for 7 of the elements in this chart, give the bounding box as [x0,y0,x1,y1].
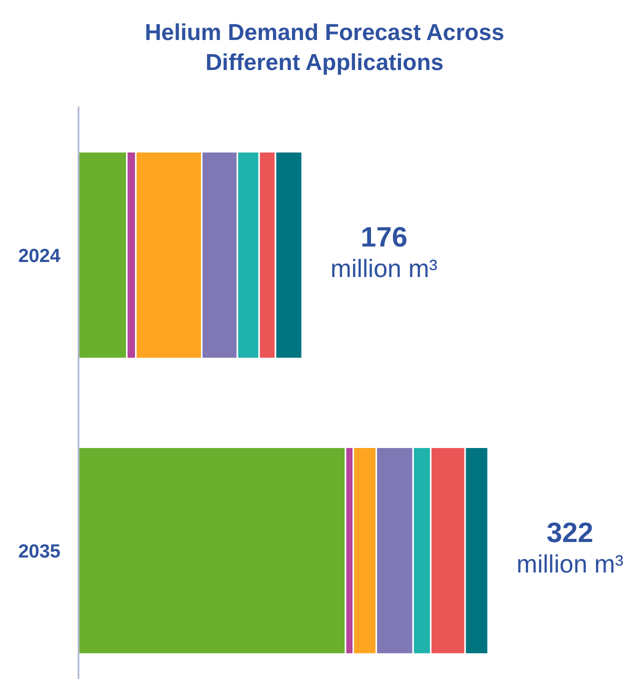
y-tick-label: 2024 [18,246,61,268]
chart-title: Helium Demand Forecast Across Different Applications [144,18,504,77]
text: 322 [546,516,594,548]
text: million m³ [516,550,624,579]
y-tick-label: 2035 [18,542,61,563]
annotation: million m³ [330,255,438,284]
annotation: 176 [360,221,408,252]
